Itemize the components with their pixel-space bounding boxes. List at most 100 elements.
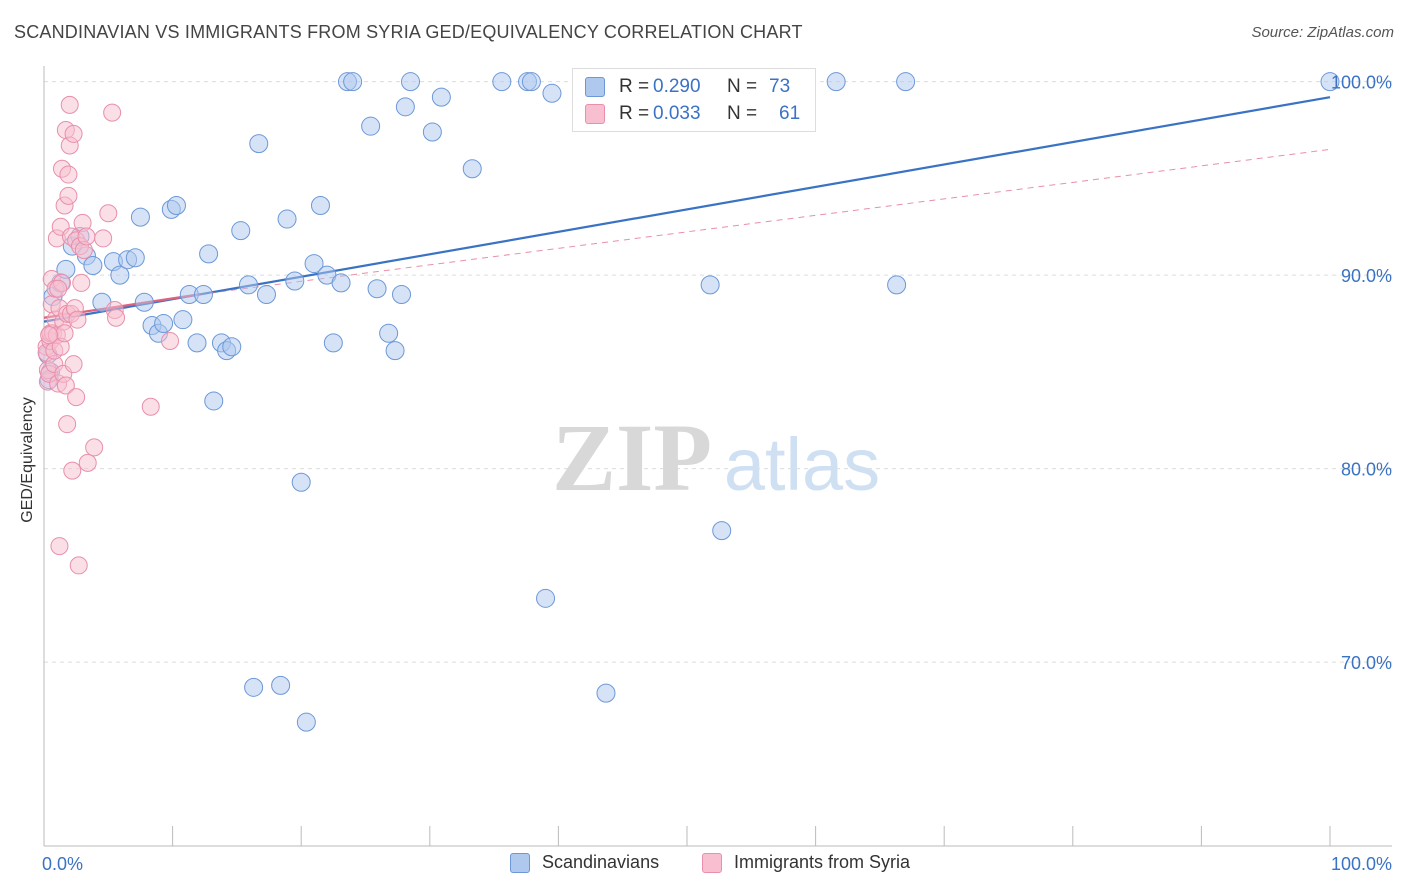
scandinavians-point	[826, 72, 846, 92]
syria-point	[50, 537, 69, 556]
scandinavians-point	[187, 333, 207, 353]
scandinavians-point	[431, 87, 451, 107]
scandinavians-point	[83, 256, 103, 275]
series-legend-swatch-blue	[510, 852, 530, 873]
scandinavians-point	[323, 333, 343, 353]
syria-point	[161, 331, 180, 350]
watermark: ZIP atlas	[552, 404, 880, 511]
syria-point	[63, 461, 82, 480]
syria-point	[49, 279, 68, 298]
scandinavians-point	[896, 72, 916, 92]
syria-point	[56, 376, 75, 395]
watermark-atlas: atlas	[724, 423, 880, 506]
scandinavians-point	[492, 72, 512, 92]
scandinavians-point	[887, 275, 907, 295]
scandinavians-point	[536, 588, 556, 608]
scandinavians-point	[173, 310, 193, 330]
series-legend-label: Scandinavians	[542, 852, 660, 872]
scandinavians-point	[361, 116, 381, 136]
chart-title: SCANDINAVIAN VS IMMIGRANTS FROM SYRIA GE…	[14, 22, 803, 42]
scandinavians-point	[134, 292, 154, 312]
series-legend: Scandinavians Immigrants from Syria	[0, 850, 1406, 878]
legend-n-label: N =	[727, 103, 758, 124]
scandinavians-point	[379, 323, 399, 343]
scandinavians-point	[231, 221, 251, 241]
scandinavians-point	[130, 207, 150, 227]
y-tick-label: 80.0%	[1341, 460, 1392, 480]
series-legend-label: Immigrants from Syria	[734, 852, 911, 872]
y-axis-label: GED/Equivalency	[19, 397, 36, 523]
scandinavians-trendline	[43, 96, 1331, 323]
syria-point	[99, 204, 118, 223]
legend-n-label: N =	[727, 76, 758, 97]
syria-point	[107, 308, 126, 327]
scandinavians-point	[712, 521, 732, 541]
scandinavians-point	[244, 677, 264, 697]
syria-point	[64, 124, 83, 143]
series-legend-item-syria[interactable]: Immigrants from Syria	[702, 852, 910, 873]
syria-point	[55, 324, 74, 343]
scandinavians-point	[1320, 72, 1340, 92]
scandinavians-point	[125, 248, 145, 268]
syria-point	[67, 388, 86, 407]
series-legend-swatch-pink	[702, 852, 722, 873]
scandinavians-point	[110, 265, 130, 285]
stats-legend: R = 0.290 N = 73 R = 0.033 N = 61	[572, 68, 816, 132]
scandinavians-point	[343, 72, 363, 92]
legend-r-value: 0.290	[653, 76, 701, 97]
scandinavians-point	[271, 675, 291, 695]
syria-point	[77, 227, 96, 246]
y-tick-label: 70.0%	[1341, 653, 1392, 673]
scandinavians-point	[199, 244, 219, 264]
scandinavians-point	[596, 683, 616, 703]
chart-source: Source: ZipAtlas.com	[1251, 24, 1394, 41]
scandinavians-point	[193, 285, 213, 305]
tick-label-layer: 70.0% 80.0% 90.0% 100.0% 0.0% 100.0%	[42, 73, 1392, 874]
scandinavians-point	[700, 275, 720, 295]
scandinavians-point	[256, 285, 276, 305]
watermark-zip: ZIP	[552, 404, 712, 511]
stats-legend-row-scandinavians: R = 0.290 N = 73	[585, 75, 790, 99]
syria-point	[94, 229, 113, 248]
grid-layer	[44, 81, 1392, 663]
scandinavians-point	[422, 122, 442, 142]
scandinavians-point	[395, 97, 415, 117]
scandinavians-point	[249, 134, 269, 154]
scandinavians-point	[304, 254, 324, 274]
scandinavians-point	[285, 271, 305, 291]
syria-point	[85, 438, 104, 457]
legend-swatch-blue	[585, 77, 605, 97]
syria-point	[60, 95, 79, 114]
scandinavians-point	[222, 337, 242, 357]
series-legend-item-scandinavians[interactable]: Scandinavians	[510, 852, 659, 873]
scandinavians-point	[291, 472, 311, 492]
scandinavians-point	[367, 279, 387, 299]
legend-r-value: 0.033	[653, 103, 701, 124]
scandinavians-point	[154, 314, 174, 334]
syria-point	[58, 415, 77, 434]
syria-point	[72, 273, 91, 292]
scandinavians-point	[392, 285, 412, 305]
scandinavians-point	[238, 275, 258, 295]
legend-n-value: 61	[779, 103, 801, 124]
syria-point	[59, 165, 78, 184]
scandinavians-point	[204, 391, 224, 411]
syria-point	[69, 556, 88, 575]
scandinavians-point	[331, 273, 351, 293]
scandinavians-point	[385, 341, 405, 361]
syria-point	[64, 355, 83, 374]
syria-point	[59, 186, 78, 205]
legend-r-label: R =	[619, 76, 650, 97]
scandinavians-point	[542, 83, 562, 103]
scandinavians-point	[462, 159, 482, 179]
x-tick-label: 0.0%	[42, 854, 83, 874]
syria-point	[141, 397, 160, 416]
scandinavians-point	[521, 72, 541, 92]
stats-legend-row-syria: R = 0.033 N = 61	[585, 102, 800, 126]
scandinavians-point	[401, 72, 421, 92]
scandinavians-point	[310, 196, 330, 216]
scandinavians-point	[166, 196, 186, 216]
scandinavians-point	[277, 209, 297, 229]
syria-point	[103, 103, 122, 122]
